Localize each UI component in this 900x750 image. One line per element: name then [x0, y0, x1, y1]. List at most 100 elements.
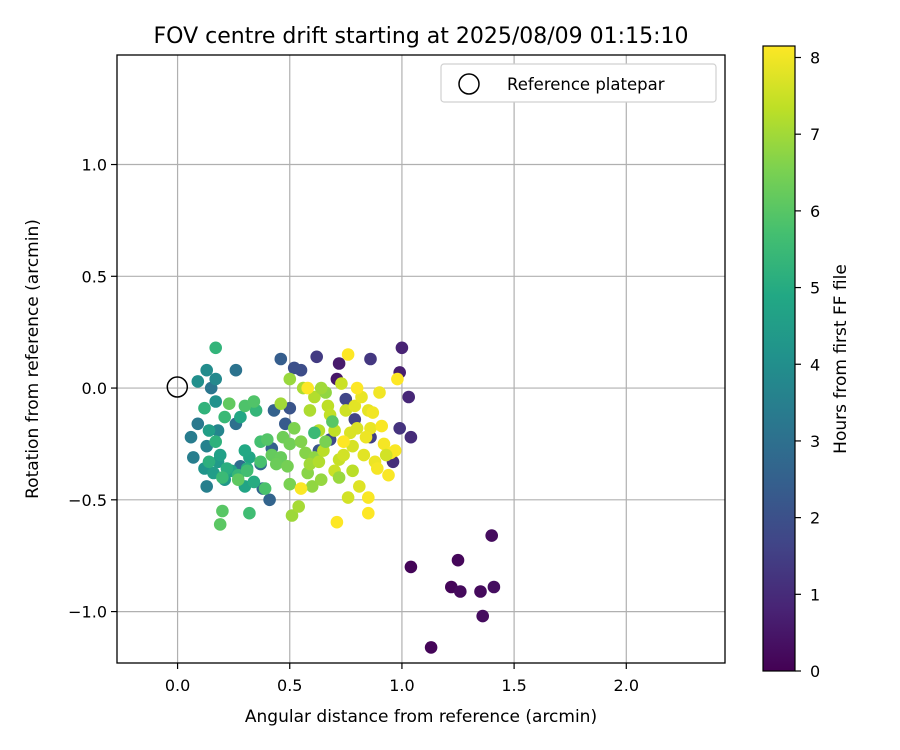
y-tick-label: −0.5 [68, 491, 107, 510]
colorbar-tick-label: 0 [810, 662, 820, 681]
data-point [487, 580, 501, 594]
data-point [305, 480, 319, 493]
data-point [366, 406, 380, 419]
data-point [287, 422, 301, 435]
data-point [231, 473, 245, 487]
plot-frame [116, 54, 726, 664]
colorbar-tick-label: 7 [810, 125, 820, 144]
data-point [213, 518, 227, 531]
data-point [287, 361, 301, 375]
data-point [330, 515, 344, 529]
data-point [326, 415, 339, 428]
data-point [485, 529, 499, 542]
data-point [213, 448, 227, 462]
data-point [424, 641, 438, 654]
colorbar-tick-label: 3 [810, 432, 820, 451]
data-point [274, 352, 288, 366]
data-point [191, 417, 205, 431]
data-point [476, 609, 490, 623]
data-point [198, 401, 211, 415]
data-point [209, 395, 222, 408]
data-point [202, 455, 216, 469]
grid-lines [117, 55, 725, 663]
data-point [263, 493, 276, 507]
data-point [362, 491, 375, 504]
data-points [184, 341, 501, 654]
data-point [404, 560, 418, 574]
y-tick-label: −1.0 [68, 603, 107, 622]
y-tick-label: 0.5 [82, 267, 107, 286]
data-point [200, 480, 213, 493]
data-point [184, 430, 198, 444]
data-point [337, 435, 350, 449]
data-point [283, 477, 297, 491]
data-point [341, 348, 355, 361]
data-point [283, 437, 297, 451]
data-point [319, 435, 332, 449]
x-tick-label: 0.0 [165, 676, 190, 695]
data-point [339, 392, 353, 406]
data-point [377, 437, 391, 451]
colorbar-tick-label: 6 [810, 202, 820, 221]
colorbar: 0 1 2 3 4 5 6 7 8 Hours from first FF file [762, 45, 851, 681]
data-point [335, 377, 348, 390]
data-point [243, 506, 256, 520]
data-point [404, 430, 418, 444]
data-point [209, 372, 222, 386]
data-point [285, 509, 299, 522]
chart-title: FOV centre drift starting at 2025/08/09 … [154, 24, 689, 49]
data-point [310, 350, 324, 364]
colorbar-tick-label: 1 [810, 585, 820, 604]
data-point [274, 397, 288, 411]
data-point [247, 475, 261, 489]
data-point [362, 506, 375, 520]
data-point [191, 375, 205, 388]
data-point [216, 471, 229, 484]
data-point [303, 404, 317, 417]
legend-marker-icon [458, 73, 480, 95]
data-point [209, 435, 222, 449]
data-point [312, 455, 326, 469]
legend: Reference platepar [440, 63, 717, 103]
y-tick-label: 1.0 [82, 156, 107, 175]
data-point [202, 424, 216, 437]
x-tick-label: 1.5 [501, 676, 526, 695]
x-tick-label: 0.5 [277, 676, 302, 695]
data-point [344, 426, 357, 440]
data-point [229, 363, 243, 377]
data-point [348, 399, 362, 413]
data-point [281, 460, 294, 473]
data-point [341, 491, 355, 504]
y-axis-ticks: −1.0 −0.5 0.0 0.5 1.0 [68, 156, 117, 622]
data-point [218, 410, 231, 424]
data-point [359, 430, 373, 444]
data-point [379, 448, 393, 462]
data-point [332, 471, 346, 484]
data-point [308, 426, 321, 440]
data-point [270, 457, 283, 471]
data-point [261, 433, 274, 446]
data-point [393, 422, 407, 435]
data-point [211, 424, 225, 437]
data-point [283, 372, 297, 386]
data-point [346, 464, 359, 478]
data-point [200, 363, 213, 377]
data-point [314, 473, 328, 487]
data-point [454, 585, 467, 598]
data-point [254, 455, 267, 469]
colorbar-tick-label: 4 [810, 355, 820, 374]
data-point [222, 397, 236, 411]
data-point [292, 500, 306, 513]
data-point [391, 372, 404, 386]
colorbar-tick-label: 2 [810, 509, 820, 528]
data-point [187, 451, 200, 464]
y-axis-label: Rotation from reference (arcmin) [23, 219, 43, 499]
colorbar-gradient [762, 45, 796, 672]
data-point [350, 381, 364, 395]
data-point [375, 419, 389, 433]
data-point [364, 352, 377, 366]
colorbar-tick-label: 5 [810, 279, 820, 298]
data-point [474, 585, 487, 598]
data-point [247, 395, 261, 408]
